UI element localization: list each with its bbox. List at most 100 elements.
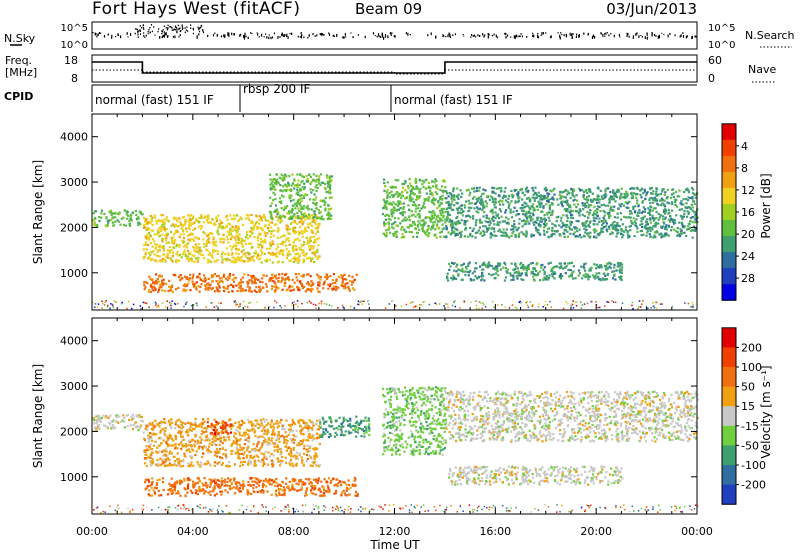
echo-pixel xyxy=(300,215,303,218)
echo-pixel xyxy=(426,228,429,231)
echo-pixel xyxy=(611,300,613,302)
echo-pixel xyxy=(303,187,306,191)
noise-sample xyxy=(559,34,561,38)
echo-pixel xyxy=(584,231,587,234)
echo-pixel xyxy=(465,215,468,218)
echo-pixel xyxy=(551,273,554,276)
echo-pixel xyxy=(570,228,573,231)
echo-pixel xyxy=(230,427,233,430)
echo-pixel xyxy=(651,217,654,220)
echo-pixel xyxy=(508,194,511,197)
echo-pixel xyxy=(156,251,159,254)
echo-pixel xyxy=(563,195,566,199)
echo-pixel xyxy=(314,186,317,189)
echo-pixel xyxy=(298,189,301,192)
echo-pixel xyxy=(327,287,330,290)
echo-pixel xyxy=(610,205,613,209)
echo-pixel xyxy=(653,306,656,309)
echo-pixel xyxy=(666,234,669,237)
echo-pixel xyxy=(537,272,540,275)
echo-pixel xyxy=(274,290,277,293)
echo-pixel xyxy=(150,283,153,286)
echo-pixel xyxy=(147,437,150,440)
echo-pixel xyxy=(334,288,338,292)
echo-pixel xyxy=(203,257,206,260)
echo-pixel xyxy=(187,238,190,241)
colorbar-swatch xyxy=(722,220,736,237)
echo-pixel xyxy=(620,203,623,206)
echo-pixel xyxy=(229,214,232,217)
echo-pixel xyxy=(209,283,212,286)
echo-pixel xyxy=(656,307,658,309)
echo-pixel xyxy=(638,209,641,212)
echo-pixel xyxy=(115,420,118,423)
echo-pixel xyxy=(661,190,664,193)
echo-pixel xyxy=(183,245,186,248)
echo-pixel xyxy=(108,210,111,213)
echo-pixel xyxy=(295,303,297,305)
noise-sample xyxy=(258,36,260,38)
echo-pixel xyxy=(167,232,170,236)
echo-pixel xyxy=(521,225,524,228)
echo-pixel xyxy=(491,186,494,189)
echo-pixel xyxy=(222,286,225,289)
noise-sample xyxy=(181,24,183,26)
noise-sample xyxy=(350,32,352,34)
echo-pixel xyxy=(276,243,279,246)
echo-pixel xyxy=(400,202,403,205)
echo-pixel xyxy=(462,262,465,265)
echo-pixel xyxy=(601,277,604,280)
echo-pixel xyxy=(247,274,250,277)
noise-sample xyxy=(618,34,620,36)
echo-pixel xyxy=(490,195,493,198)
echo-pixel xyxy=(124,209,127,212)
echo-pixel xyxy=(196,258,199,261)
echo-pixel xyxy=(481,208,484,211)
echo-pixel xyxy=(126,307,128,310)
echo-pixel xyxy=(512,230,515,233)
echo-pixel xyxy=(540,266,543,269)
echo-pixel xyxy=(276,261,280,264)
echo-pixel xyxy=(194,236,197,239)
echo-pixel xyxy=(174,303,177,305)
echo-pixel xyxy=(310,208,313,211)
echo-pixel xyxy=(236,258,239,261)
echo-pixel xyxy=(335,285,338,288)
echo-pixel xyxy=(664,233,667,236)
echo-pixel xyxy=(261,241,265,244)
echo-pixel xyxy=(109,211,112,214)
echo-pixel xyxy=(438,204,441,207)
echo-pixel xyxy=(102,302,104,305)
noise-sample xyxy=(680,34,682,37)
echo-pixel xyxy=(517,274,520,277)
echo-pixel xyxy=(316,226,319,229)
echo-pixel xyxy=(484,225,487,228)
echo-pixel xyxy=(613,224,616,227)
echo-pixel xyxy=(303,227,307,230)
echo-pixel xyxy=(456,187,459,190)
echo-pixel xyxy=(308,248,311,251)
echo-pixel xyxy=(456,263,459,266)
echo-pixel xyxy=(279,421,282,424)
echo-pixel xyxy=(504,211,507,214)
echo-pixel xyxy=(308,256,311,259)
echo-pixel xyxy=(200,214,203,217)
echo-pixel xyxy=(598,272,601,275)
echo-pixel xyxy=(399,200,402,203)
echo-pixel xyxy=(148,289,151,292)
echo-pixel xyxy=(575,227,578,230)
echo-pixel xyxy=(138,210,141,213)
echo-pixel xyxy=(268,210,271,213)
echo-pixel xyxy=(663,199,666,202)
echo-pixel xyxy=(271,179,274,182)
echo-pixel xyxy=(434,191,437,194)
echo-pixel xyxy=(595,272,598,275)
echo-pixel xyxy=(344,282,347,286)
echo-pixel xyxy=(560,216,563,219)
echo-pixel xyxy=(320,199,323,203)
noise-sample xyxy=(518,35,520,38)
noise-sample xyxy=(488,33,490,36)
echo-pixel xyxy=(291,217,294,220)
echo-pixel xyxy=(481,201,485,204)
echo-pixel xyxy=(241,239,244,242)
